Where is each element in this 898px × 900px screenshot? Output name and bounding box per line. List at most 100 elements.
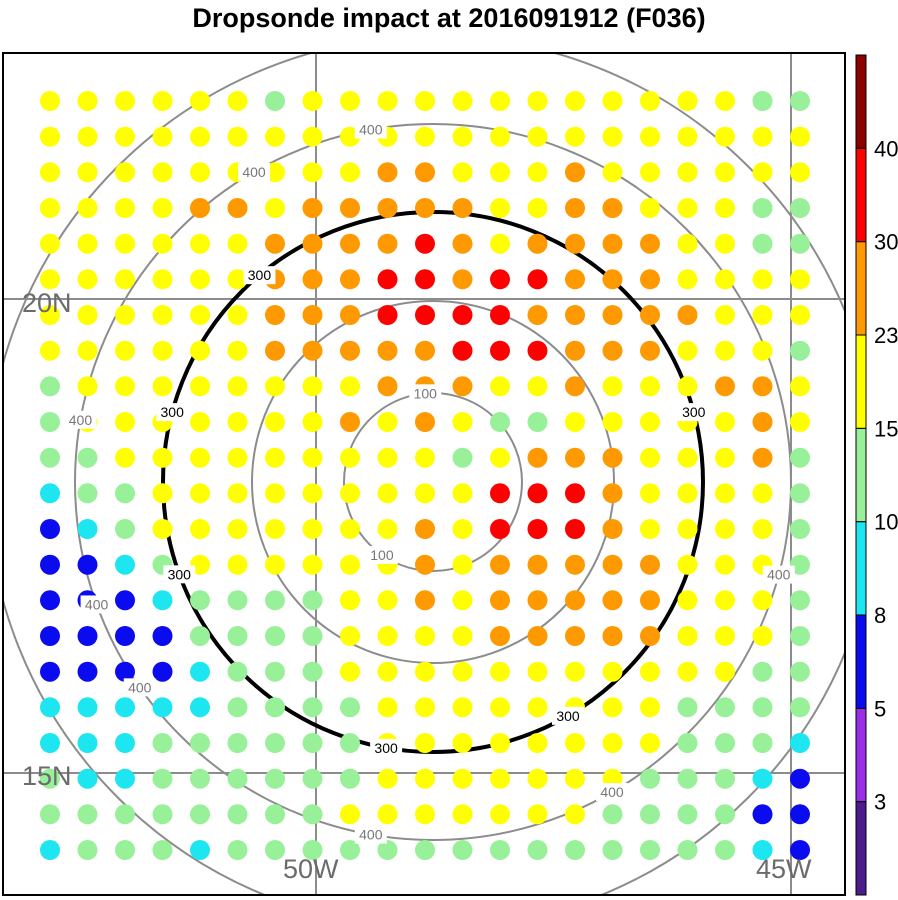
dropsonde-point [640, 661, 660, 682]
dropsonde-point [452, 733, 473, 753]
dropsonde-point [377, 198, 398, 218]
dropsonde-point [152, 447, 173, 468]
dropsonde-point [490, 733, 510, 753]
dropsonde-point [640, 126, 660, 147]
contour-label-300: 300 [552, 706, 584, 725]
dropsonde-point [115, 91, 135, 111]
dropsonde-point [190, 519, 210, 539]
dropsonde-point [265, 768, 285, 789]
dropsonde-point [640, 305, 660, 325]
dropsonde-point [40, 233, 60, 254]
dropsonde-point [752, 305, 773, 325]
dropsonde-point [715, 519, 735, 539]
dropsonde-point [677, 233, 698, 254]
dropsonde-point [677, 661, 698, 682]
dropsonde-point [452, 412, 473, 432]
dropsonde-point [340, 269, 360, 290]
dropsonde-point [677, 340, 698, 361]
dropsonde-point [527, 626, 548, 646]
dropsonde-point [527, 305, 548, 325]
dropsonde-point [302, 269, 323, 290]
dropsonde-point [377, 376, 398, 397]
dropsonde-point [77, 519, 98, 539]
dropsonde-point [40, 768, 60, 789]
dropsonde-point [527, 519, 548, 539]
dropsonde-point [565, 233, 585, 254]
dropsonde-point [227, 626, 248, 646]
contour-label-400: 400 [762, 565, 795, 584]
map-area: 100 100 300 300 300 300 300 300 400 400 400 400 400 4… [3, 53, 845, 895]
dropsonde-point [152, 91, 173, 111]
dropsonde-point [152, 162, 173, 183]
dropsonde-point [715, 305, 735, 325]
dropsonde-point [115, 162, 135, 183]
dropsonde-point [302, 162, 323, 183]
dropsonde-point [677, 804, 698, 825]
dropsonde-point [302, 91, 323, 111]
dropsonde-point [752, 198, 773, 218]
dropsonde-point [452, 447, 473, 468]
dropsonde-point [227, 269, 248, 290]
dropsonde-point [677, 554, 698, 575]
dropsonde-point [190, 447, 210, 468]
dropsonde-point [377, 447, 398, 468]
dropsonde-point [752, 412, 773, 432]
dropsonde-point [190, 126, 210, 147]
svg-text:300: 300 [556, 708, 580, 724]
dropsonde-point [415, 697, 435, 718]
dropsonde-point [77, 447, 98, 468]
dropsonde-point [677, 626, 698, 646]
dropsonde-point [415, 233, 435, 254]
dropsonde-point [265, 804, 285, 825]
dropsonde-point [77, 804, 98, 825]
svg-text:400: 400 [69, 412, 93, 428]
dropsonde-point [152, 126, 173, 147]
dropsonde-point [190, 733, 210, 753]
contour-label-400: 400 [238, 162, 270, 181]
dropsonde-point [40, 412, 60, 432]
dropsonde-point [640, 340, 660, 361]
svg-text:400: 400 [242, 164, 266, 180]
dropsonde-point [190, 269, 210, 290]
dropsonde-point [752, 768, 773, 789]
dropsonde-point [790, 233, 810, 254]
dropsonde-point [452, 162, 473, 183]
dropsonde-point [302, 376, 323, 397]
dropsonde-point [565, 376, 585, 397]
dropsonde-point [602, 554, 623, 575]
dropsonde-point [527, 768, 548, 789]
dropsonde-point [677, 840, 698, 860]
colorbar-box [855, 614, 867, 709]
dropsonde-point [227, 697, 248, 718]
dropsonde-point [227, 340, 248, 361]
dropsonde-point [302, 554, 323, 575]
colorbar-label: 15 [874, 416, 898, 441]
dropsonde-point [415, 661, 435, 682]
dropsonde-point [752, 162, 773, 183]
dropsonde-point [415, 447, 435, 468]
dropsonde-point [677, 126, 698, 147]
dropsonde-point [677, 198, 698, 218]
dropsonde-point [640, 590, 660, 611]
dropsonde-point [415, 626, 435, 646]
dropsonde-point [415, 590, 435, 611]
dropsonde-point [452, 590, 473, 611]
dropsonde-point [640, 162, 660, 183]
dropsonde-point [602, 126, 623, 147]
dropsonde-point [377, 590, 398, 611]
dropsonde-point [640, 804, 660, 825]
dropsonde-point [490, 269, 510, 290]
dropsonde-point [677, 162, 698, 183]
dropsonde-point [790, 554, 810, 575]
dropsonde-point [340, 661, 360, 682]
dropsonde-point [302, 447, 323, 468]
dropsonde-point [715, 590, 735, 611]
dropsonde-point [790, 412, 810, 432]
dropsonde-point [302, 340, 323, 361]
dropsonde-point [752, 661, 773, 682]
dropsonde-point [77, 840, 98, 860]
dropsonde-point [452, 305, 473, 325]
dropsonde-point [227, 412, 248, 432]
dropsonde-point [602, 447, 623, 468]
dropsonde-point [490, 483, 510, 504]
